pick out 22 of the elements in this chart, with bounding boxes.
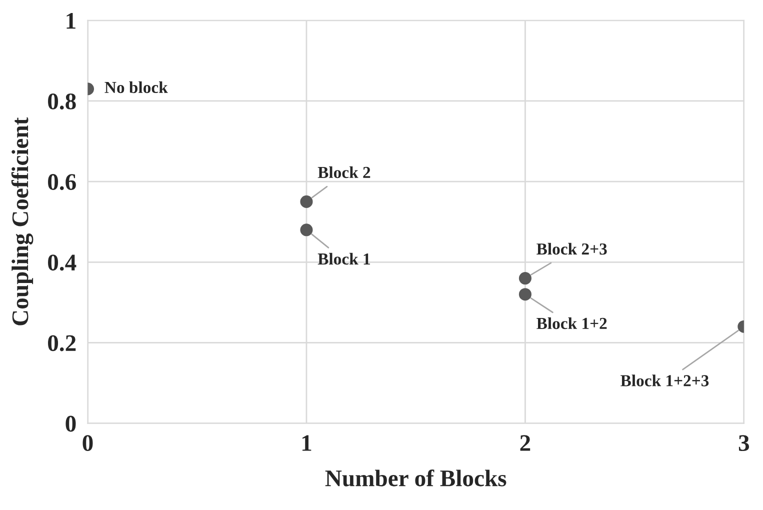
annotation: Block 1 — [318, 252, 370, 265]
annotation: No block — [104, 81, 168, 94]
x-tick-label: 0 — [82, 435, 93, 452]
y-tick-label: 0.8 — [48, 93, 76, 110]
y-tick-label: 0.4 — [48, 254, 76, 271]
annotation: Block 2+3 — [536, 242, 607, 255]
point — [300, 195, 313, 208]
annotation: Block 2 — [318, 166, 370, 178]
annotation: Block 1+2 — [536, 317, 607, 330]
x-tick-label: 3 — [738, 435, 750, 452]
y-tick-label: 0.6 — [48, 174, 76, 190]
annotation: Block 1+2+3 — [620, 374, 709, 386]
y-axis-title: Coupling Coefficient — [11, 117, 34, 326]
x-tick-label: 1 — [302, 435, 312, 451]
point — [518, 288, 532, 301]
y-tick-label: 0 — [66, 416, 76, 432]
point — [300, 224, 313, 236]
y-tick-label: 0.2 — [48, 335, 76, 352]
x-tick-label: 2 — [520, 435, 530, 451]
y-tick-label: 1 — [66, 13, 76, 29]
point — [518, 272, 532, 285]
x-axis-title: Number of Blocks — [325, 469, 506, 486]
